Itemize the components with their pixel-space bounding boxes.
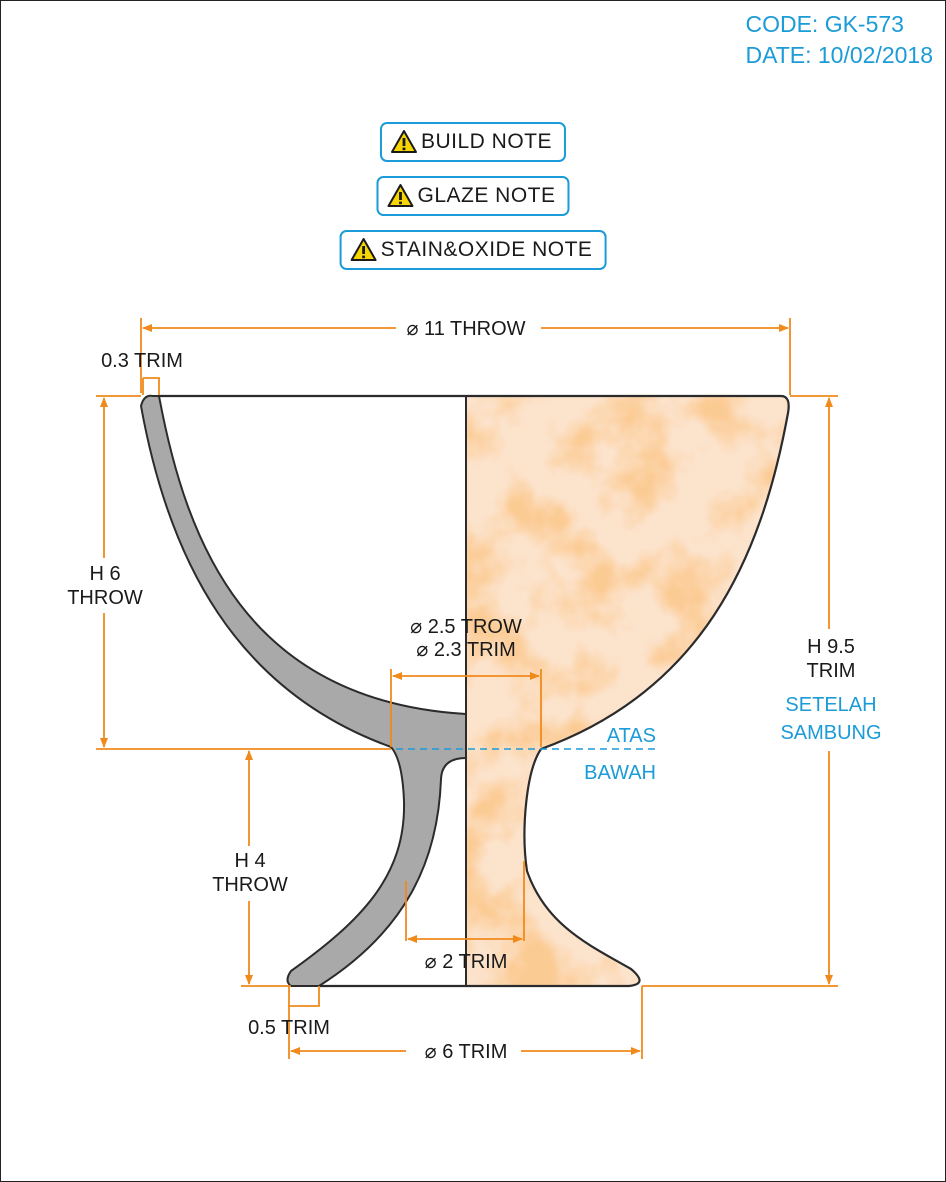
rim-trim-label: 0.3 TRIM [101, 350, 183, 372]
total-height-label: H 9.5 [807, 636, 855, 658]
title-block: CODE: GK-573 DATE: 10/02/2018 [745, 9, 933, 71]
foot-trim-label: 0.5 TRIM [248, 1017, 330, 1039]
warning-icon [386, 183, 414, 209]
join-line: ATAS BAWAH [396, 725, 656, 784]
stain-oxide-note-label: STAIN&OXIDE NOTE [380, 238, 593, 261]
cross-section-half [140, 394, 467, 988]
glaze-exterior-half [466, 394, 790, 988]
above-join-label: ATAS [607, 725, 656, 747]
dimension-lines [96, 318, 838, 1059]
after-join-label: SETELAH [785, 694, 876, 716]
neck-throw-label: ⌀ 2.5 TROW [410, 616, 522, 638]
below-join-label: BAWAH [584, 762, 656, 784]
glaze-note-label: GLAZE NOTE [417, 184, 556, 207]
bowl-height-label: H 6 [89, 563, 120, 585]
build-note-button[interactable]: BUILD NOTE [379, 122, 567, 162]
stem-height-label: H 4 [234, 850, 265, 872]
build-note-label: BUILD NOTE [420, 130, 553, 153]
section-wall [140, 394, 467, 987]
neck-trim-label: ⌀ 2.3 TRIM [416, 639, 515, 661]
after-join-label-2: SAMBUNG [780, 722, 881, 744]
total-height-method: TRIM [807, 660, 856, 682]
code-label: CODE: GK-573 [745, 11, 904, 37]
glaze-note-button[interactable]: GLAZE NOTE [376, 176, 570, 216]
stain-oxide-note-button[interactable]: STAIN&OXIDE NOTE [339, 230, 607, 270]
top-width-label: ⌀ 11 THROW [406, 318, 525, 340]
base-width-label: ⌀ 6 TRIM [425, 1041, 508, 1063]
warning-icon [350, 237, 378, 263]
stem-width-label: ⌀ 2 TRIM [425, 951, 508, 973]
date-label: DATE: 10/02/2018 [745, 42, 933, 68]
bowl-height-method: THROW [67, 587, 143, 609]
warning-icon [390, 129, 418, 155]
stem-height-method: THROW [212, 874, 288, 896]
